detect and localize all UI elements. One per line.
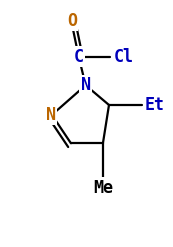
Text: Me: Me <box>93 179 113 197</box>
Text: Et: Et <box>144 96 165 114</box>
Text: N: N <box>46 106 56 124</box>
Text: N: N <box>81 76 91 94</box>
Text: C: C <box>74 48 84 66</box>
Text: Cl: Cl <box>113 48 133 66</box>
Text: O: O <box>67 12 77 30</box>
